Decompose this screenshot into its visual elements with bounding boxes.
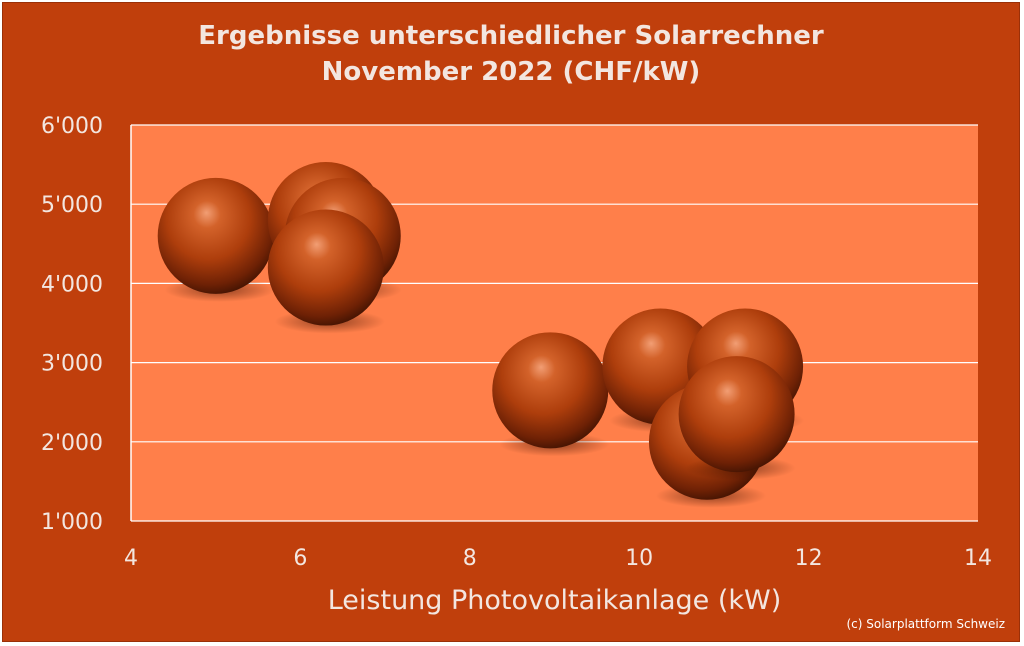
- data-point-sphere: [267, 209, 384, 326]
- x-tick-label: 8: [463, 546, 477, 571]
- x-axis-label: Leistung Photovoltaikanlage (kW): [328, 585, 782, 616]
- chart-title: Ergebnisse unterschiedlicher Solarrechne…: [198, 21, 824, 51]
- y-tick-label: 6'000: [41, 114, 103, 139]
- plot-area: [131, 125, 978, 521]
- y-axis-ticks: 1'000 2'000 3'000 4'000 5'000 6'000: [41, 114, 103, 535]
- x-tick-label: 10: [625, 546, 653, 571]
- data-point: [157, 177, 275, 302]
- x-tick-label: 6: [293, 546, 307, 571]
- data-point-sphere: [678, 356, 795, 473]
- x-tick-label: 4: [124, 546, 138, 571]
- data-point-sphere: [157, 177, 274, 294]
- y-tick-label: 4'000: [41, 272, 103, 297]
- y-tick-label: 3'000: [41, 352, 103, 377]
- data-point-sphere: [492, 332, 609, 449]
- data-point: [678, 356, 796, 481]
- y-tick-label: 1'000: [41, 510, 103, 535]
- x-tick-label: 12: [795, 546, 823, 571]
- chart-subtitle: November 2022 (CHF/kW): [321, 57, 701, 87]
- scatter-chart: 1'000 2'000 3'000 4'000 5'000 6'000 4 6 8 10 12 14…: [41, 114, 992, 616]
- x-tick-label: 14: [964, 546, 992, 571]
- y-tick-label: 2'000: [41, 431, 103, 456]
- x-axis-ticks: 4 6 8 10 12 14: [124, 546, 992, 571]
- y-tick-label: 5'000: [41, 193, 103, 218]
- data-point: [267, 209, 385, 334]
- source-credit: (c) Solarplattform Schweiz: [846, 617, 1005, 631]
- data-point: [492, 332, 610, 457]
- data-points: [157, 162, 805, 508]
